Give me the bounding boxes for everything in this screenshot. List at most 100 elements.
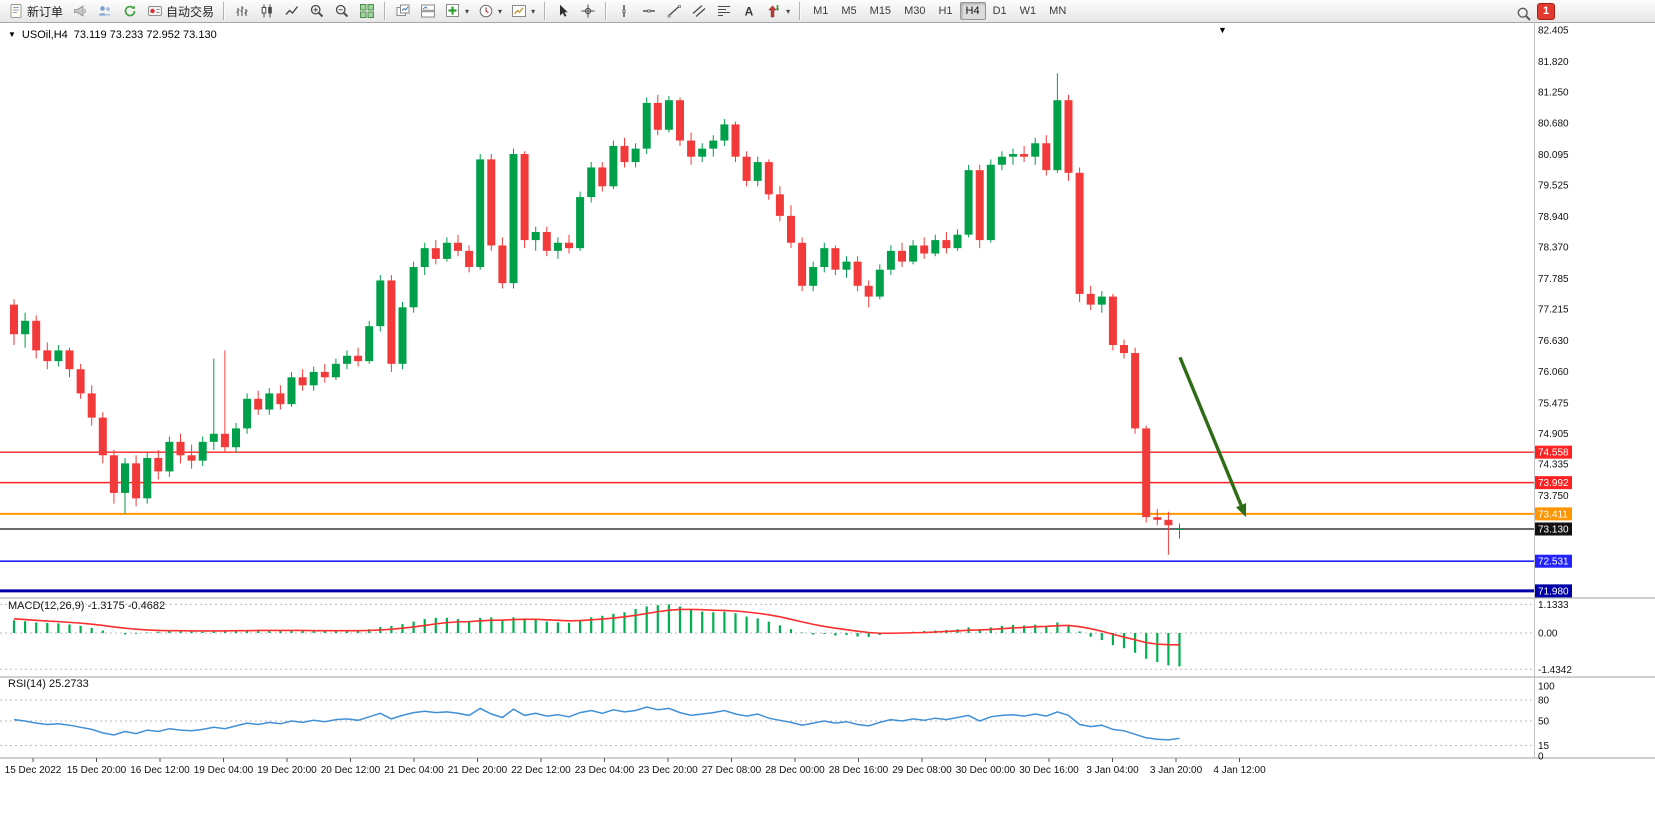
trend-arrow xyxy=(1178,356,1243,506)
time-axis-label: 3 Jan 20:00 xyxy=(1150,765,1203,776)
indicators-icon xyxy=(446,4,460,17)
timeframe-button-w1[interactable]: W1 xyxy=(1019,5,1037,17)
macd-scale-label: -1.4342 xyxy=(1538,665,1572,676)
navigator-button[interactable] xyxy=(118,0,142,23)
text-icon: A xyxy=(745,5,754,19)
linechart-icon xyxy=(285,6,299,15)
symbol-dropdown-icon[interactable]: ▼ xyxy=(8,30,16,39)
price-chart[interactable]: 82.405 81.820 81.250 80.680 80.095 79.525 78.9… xyxy=(0,23,1655,824)
price-axis-label: 82.405 xyxy=(1538,26,1569,37)
time-axis-label: 22 Dec 12:00 xyxy=(511,765,571,776)
cursor-button[interactable] xyxy=(551,0,575,23)
tile-windows-button[interactable] xyxy=(355,0,379,23)
price-tag xyxy=(1535,445,1572,459)
timeframe-button-mn[interactable]: MN xyxy=(1049,5,1067,17)
chevron-down-icon: ▾ xyxy=(531,6,536,16)
cursor-icon xyxy=(560,4,568,17)
trendline-button[interactable] xyxy=(662,0,686,23)
toolbar: 新订单 自动交易 ▾ ▾ ▾ A ▾ M1 M5 M15 M30 H1 H4 D1 W1 MN 1 xyxy=(0,0,1655,23)
new-order-button[interactable]: 新订单 xyxy=(4,0,67,23)
time-axis-label: 20 Dec 12:00 xyxy=(321,765,381,776)
time-axis-label: 19 Dec 04:00 xyxy=(194,765,254,776)
arrow-tools-button[interactable]: ▾ xyxy=(762,0,794,23)
cascade-windows-button[interactable] xyxy=(391,0,415,23)
timeframe-button-h4[interactable]: H4 xyxy=(959,2,986,20)
time-axis-label: 15 Dec 20:00 xyxy=(67,765,127,776)
price-axis-label: 73.750 xyxy=(1538,491,1569,502)
auto-trading-label: 自动交易 xyxy=(166,4,215,19)
price-axis-label: 80.095 xyxy=(1538,150,1569,161)
bars-icon xyxy=(236,6,248,16)
fibonacci-retracement-button[interactable] xyxy=(712,0,736,23)
svg-text:A: A xyxy=(745,5,754,19)
templates-button[interactable]: ▾ xyxy=(507,0,539,23)
rsi-scale-label: 15 xyxy=(1538,741,1550,752)
chevron-down-icon: ▾ xyxy=(498,6,503,16)
time-axis-label: 15 Dec 2022 xyxy=(5,765,62,776)
price-axis-label: 76.060 xyxy=(1538,367,1569,378)
alerts-button[interactable] xyxy=(68,0,92,23)
price-axis-label: 76.630 xyxy=(1538,336,1569,347)
price-tag-label: 74.558 xyxy=(1538,448,1569,459)
candle-chart-button[interactable] xyxy=(255,0,279,23)
price-tag-label: 71.980 xyxy=(1538,586,1569,597)
crosshair-button[interactable] xyxy=(576,0,600,23)
price-tag xyxy=(1535,507,1572,521)
rsi-scale-label: 80 xyxy=(1538,696,1550,707)
price-tag-label: 73.130 xyxy=(1538,524,1569,535)
timeframe-button-m30[interactable]: M30 xyxy=(904,5,926,17)
price-axis-label: 81.250 xyxy=(1538,88,1569,99)
periods-button[interactable]: ▾ xyxy=(474,0,506,23)
zoom-out-button[interactable] xyxy=(330,0,354,23)
market-watch-button[interactable] xyxy=(93,0,117,23)
trendline-icon xyxy=(667,5,681,18)
timeframe-button-m5[interactable]: M5 xyxy=(841,5,857,17)
price-axis-label: 79.525 xyxy=(1538,180,1569,191)
time-axis-label: 21 Dec 04:00 xyxy=(384,765,444,776)
horizontal-line-button[interactable] xyxy=(637,0,661,23)
chevron-down-icon: ▾ xyxy=(465,6,470,16)
line-chart-button[interactable] xyxy=(280,0,304,23)
toolbar-separator xyxy=(799,2,802,20)
vertical-line-button[interactable] xyxy=(612,0,636,23)
trend-arrow-head xyxy=(1235,503,1247,518)
text-label-button[interactable]: A xyxy=(737,0,761,23)
time-axis-label: 19 Dec 20:00 xyxy=(257,765,317,776)
rsi-scale-label: 50 xyxy=(1538,717,1550,728)
price-tag xyxy=(1535,584,1572,598)
bar-chart-button[interactable] xyxy=(230,0,254,23)
timeframe-button-m15[interactable]: M15 xyxy=(869,5,892,17)
timeframe-button-d1[interactable]: D1 xyxy=(992,5,1007,17)
timeframe-button-h1[interactable]: H1 xyxy=(938,5,953,17)
symbol-label: USOil,H4 xyxy=(21,29,68,41)
rsi-scale-label: 100 xyxy=(1538,682,1555,693)
zoom-in-button[interactable] xyxy=(305,0,329,23)
rsi-scale-label: 0 xyxy=(1538,752,1544,763)
megaphone-icon xyxy=(74,5,86,17)
notification-badge[interactable]: 1 xyxy=(1537,3,1556,20)
hline-icon xyxy=(643,9,656,13)
time-axis-label: 28 Dec 00:00 xyxy=(765,765,825,776)
chart-shift-marker-icon[interactable]: ▼ xyxy=(1218,25,1227,35)
doc-icon xyxy=(10,4,22,18)
price-axis-label: 81.820 xyxy=(1538,57,1569,68)
search-button[interactable] xyxy=(1512,3,1538,25)
rsi-label: RSI(14) 25.2733 xyxy=(8,678,89,690)
auto-trading-button[interactable]: 自动交易 xyxy=(143,0,218,23)
cascade-icon xyxy=(396,4,410,16)
timeframe-bar: M1 M5 M15 M30 H1 H4 D1 W1 MN xyxy=(807,2,1072,20)
time-axis-label: 16 Dec 12:00 xyxy=(130,765,190,776)
price-axis-label: 74.335 xyxy=(1538,460,1569,471)
macd-scale-label: 1.1333 xyxy=(1538,600,1569,611)
time-axis-label: 28 Dec 16:00 xyxy=(829,765,889,776)
tile-icon xyxy=(360,4,375,18)
fibonacci-icon xyxy=(718,6,731,16)
refresh-icon xyxy=(124,5,136,17)
indicators-button[interactable]: ▾ xyxy=(441,0,473,23)
toolbar-buttons: 新订单 自动交易 ▾ ▾ ▾ A ▾ xyxy=(4,0,805,23)
timeframe-button-m1[interactable]: M1 xyxy=(813,5,829,17)
price-axis-label: 74.905 xyxy=(1538,429,1569,440)
arrange-windows-button[interactable] xyxy=(416,0,440,23)
equidistant-channel-button[interactable] xyxy=(687,0,711,23)
macd-signal-line xyxy=(13,608,1180,646)
